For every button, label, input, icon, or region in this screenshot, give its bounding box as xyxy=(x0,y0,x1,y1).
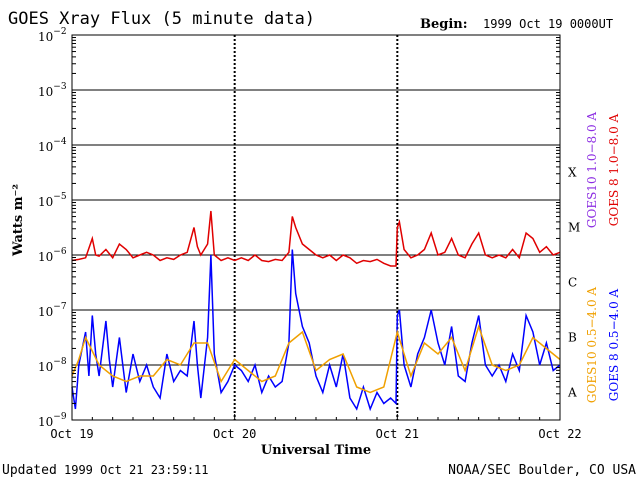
series-line xyxy=(71,324,561,394)
y-tick-label: 10−2 xyxy=(38,27,67,44)
legend-entry: GOES 8 1.0−8.0 A xyxy=(607,113,621,226)
legend: GOES10 1.0−8.0 A GOES 8 1.0−8.0 A GOES10 0… xyxy=(585,112,621,404)
y-axis-label: Watts m⁻² xyxy=(11,184,26,257)
y-tick-label: 10−6 xyxy=(38,247,67,264)
x-tick-label: Oct 22 xyxy=(538,427,581,441)
flare-class-label: A xyxy=(567,386,577,400)
y-axis-ticks: 10−210−310−410−510−610−710−810−9 xyxy=(38,27,560,429)
y-tick-label: 10−7 xyxy=(38,302,67,319)
plot-frame xyxy=(71,34,561,421)
x-tick-label: Oct 20 xyxy=(213,427,256,441)
flare-class-label: M xyxy=(568,221,580,235)
y-tick-label: 10−5 xyxy=(38,192,67,209)
x-axis-ticks: Oct 19 Oct 20 Oct 21 Oct 22 xyxy=(50,414,582,441)
flare-class-label: B xyxy=(568,331,577,345)
x-tick-label: Oct 21 xyxy=(376,427,419,441)
chart-title: GOES Xray Flux (5 minute data) xyxy=(8,9,315,29)
credit-text: NOAA/SEC Boulder, CO USA xyxy=(448,463,636,478)
begin-label: Begin: xyxy=(420,17,468,32)
series-layer xyxy=(71,210,561,412)
series-line xyxy=(71,210,561,267)
begin-value: 1999 Oct 19 0000UT xyxy=(483,17,613,31)
legend-entry: GOES10 1.0−8.0 A xyxy=(585,112,599,229)
legend-entry: GOES10 0.5−4.0 A xyxy=(585,287,599,404)
updated-value: 1999 Oct 21 23:59:11 xyxy=(64,463,209,477)
y-tick-label: 10−8 xyxy=(38,357,67,374)
y-tick-label: 10−4 xyxy=(38,137,67,154)
plot-border xyxy=(71,34,561,421)
grid-layer xyxy=(72,34,560,421)
x-tick-label: Oct 19 xyxy=(50,427,93,441)
flare-class-label: C xyxy=(568,276,577,290)
x-axis-label: Universal Time xyxy=(261,443,371,458)
flare-class-label: X xyxy=(568,166,577,180)
updated-label: Updated xyxy=(2,463,57,478)
legend-entry: GOES 8 0.5−4.0 A xyxy=(607,288,621,401)
y-tick-label: 10−3 xyxy=(38,82,67,99)
flare-class-labels: X M C B A xyxy=(567,166,580,400)
series-line xyxy=(71,249,561,412)
